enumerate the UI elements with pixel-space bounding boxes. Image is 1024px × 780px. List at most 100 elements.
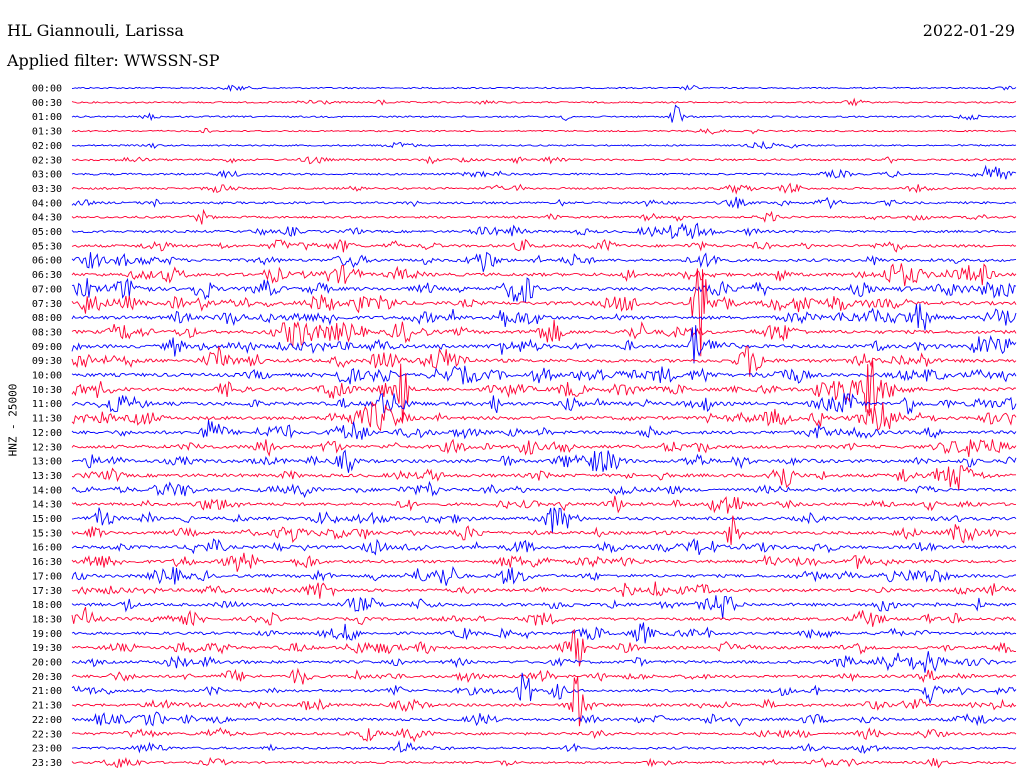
trace-line bbox=[71, 628, 1017, 667]
trace-line bbox=[71, 196, 1017, 210]
row-time-label: 13:00 bbox=[32, 457, 62, 468]
trace-line bbox=[71, 392, 1017, 415]
trace-line bbox=[71, 595, 1017, 620]
trace-line bbox=[71, 401, 1017, 432]
trace-line bbox=[71, 667, 1017, 685]
trace-line bbox=[71, 552, 1017, 572]
trace-line bbox=[71, 319, 1017, 347]
row-time-label: 04:00 bbox=[32, 198, 62, 209]
row-time-label: 09:30 bbox=[32, 356, 62, 367]
trace-line bbox=[71, 140, 1017, 150]
row-time-label: 14:30 bbox=[32, 500, 62, 511]
trace-line bbox=[71, 222, 1017, 240]
row-time-label: 23:30 bbox=[32, 758, 62, 769]
trace-line bbox=[71, 263, 1017, 287]
row-time-label: 10:00 bbox=[32, 371, 62, 382]
trace-line bbox=[71, 277, 1017, 304]
row-time-label: 06:30 bbox=[32, 270, 62, 281]
station-name: HL Giannouli, Larissa bbox=[7, 21, 184, 40]
row-time-label: 19:30 bbox=[32, 643, 62, 654]
trace-line bbox=[71, 538, 1017, 556]
row-time-label: 07:00 bbox=[32, 284, 62, 295]
trace-line bbox=[71, 622, 1017, 644]
trace-line bbox=[71, 465, 1016, 491]
row-time-label: 12:30 bbox=[32, 442, 62, 453]
row-time-label: 20:30 bbox=[32, 672, 62, 683]
row-time-label: 19:00 bbox=[32, 629, 62, 640]
row-time-label: 07:30 bbox=[32, 299, 62, 310]
trace-line bbox=[71, 365, 1017, 385]
row-time-label: 22:30 bbox=[32, 729, 62, 740]
trace-line bbox=[71, 651, 1017, 673]
trace-line bbox=[71, 208, 1017, 225]
trace-line bbox=[71, 155, 1017, 165]
trace-line bbox=[71, 515, 1017, 546]
row-time-label: 00:00 bbox=[32, 84, 62, 95]
trace-line bbox=[71, 164, 1017, 180]
trace-line bbox=[71, 182, 1017, 195]
row-time-label: 21:30 bbox=[32, 701, 62, 712]
row-time-label: 01:30 bbox=[32, 127, 62, 138]
row-time-label: 18:00 bbox=[32, 600, 62, 611]
row-time-label: 10:30 bbox=[32, 385, 62, 396]
row-time-label: 17:30 bbox=[32, 586, 62, 597]
record-date: 2022-01-29 bbox=[922, 21, 1015, 40]
row-time-label: 02:30 bbox=[32, 155, 62, 166]
trace-line bbox=[71, 97, 1017, 107]
row-time-label: 04:30 bbox=[32, 213, 62, 224]
trace-line bbox=[71, 480, 1017, 499]
trace-line bbox=[71, 672, 1017, 705]
trace-line bbox=[71, 495, 1016, 514]
trace-line bbox=[71, 756, 1017, 769]
trace-group bbox=[71, 84, 1017, 769]
row-time-label: 21:00 bbox=[32, 686, 62, 697]
row-time-label: 11:00 bbox=[32, 399, 62, 410]
row-time-label: 20:00 bbox=[32, 658, 62, 669]
row-time-label: 17:00 bbox=[32, 571, 62, 582]
row-time-label: 12:00 bbox=[32, 428, 62, 439]
trace-line bbox=[71, 711, 1017, 727]
trace-line bbox=[71, 104, 1017, 123]
trace-line bbox=[71, 84, 1017, 93]
trace-line bbox=[71, 581, 1017, 599]
trace-line bbox=[71, 251, 1017, 272]
trace-line bbox=[71, 360, 1017, 421]
row-time-label: 08:00 bbox=[32, 313, 62, 324]
row-time-label: 05:00 bbox=[32, 227, 62, 238]
trace-line bbox=[71, 727, 1017, 743]
trace-line bbox=[71, 449, 1017, 473]
row-time-label: 16:00 bbox=[32, 543, 62, 554]
trace-line bbox=[71, 419, 1017, 440]
row-time-label: 08:30 bbox=[32, 327, 62, 338]
trace-line bbox=[71, 507, 1017, 533]
trace-line bbox=[71, 345, 1017, 377]
row-time-label: 00:30 bbox=[32, 98, 62, 109]
row-time-label: 22:00 bbox=[32, 715, 62, 726]
tick-label-group: 00:00 00:30 01:00 01:30 02:00 02:30 03:00 03:30… bbox=[32, 84, 62, 769]
trace-line bbox=[71, 325, 1017, 364]
row-time-label: 06:00 bbox=[32, 256, 62, 267]
row-time-label: 14:00 bbox=[32, 485, 62, 496]
trace-line bbox=[71, 438, 1017, 457]
row-time-label: 13:30 bbox=[32, 471, 62, 482]
row-time-label: 18:30 bbox=[32, 614, 62, 625]
trace-line bbox=[71, 268, 1017, 357]
row-time-label: 15:30 bbox=[32, 528, 62, 539]
trace-line bbox=[71, 740, 1017, 754]
trace-line bbox=[71, 565, 1016, 586]
row-time-label: 03:00 bbox=[32, 170, 62, 181]
row-time-label: 03:30 bbox=[32, 184, 62, 195]
trace-line bbox=[71, 303, 1017, 331]
trace-line bbox=[71, 607, 1017, 627]
row-time-label: 02:00 bbox=[32, 141, 62, 152]
trace-line bbox=[71, 238, 1017, 253]
row-time-label: 09:00 bbox=[32, 342, 62, 353]
row-time-label: 15:00 bbox=[32, 514, 62, 525]
row-time-label: 05:30 bbox=[32, 241, 62, 252]
row-time-label: 01:00 bbox=[32, 112, 62, 123]
applied-filter: Applied filter: WWSSN-SP bbox=[7, 51, 220, 70]
row-time-label: 11:30 bbox=[32, 414, 62, 425]
row-time-label: 16:30 bbox=[32, 557, 62, 568]
trace-line bbox=[71, 676, 1017, 727]
